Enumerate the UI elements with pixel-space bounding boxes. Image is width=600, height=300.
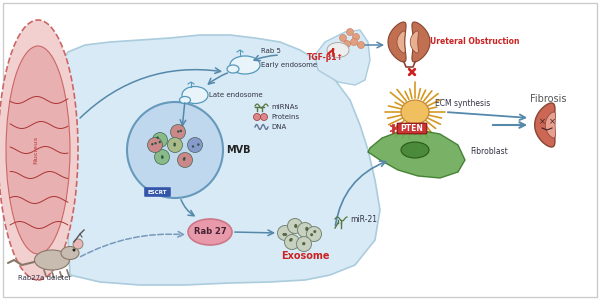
- Polygon shape: [545, 112, 556, 138]
- Circle shape: [347, 28, 353, 35]
- Circle shape: [358, 41, 365, 49]
- Ellipse shape: [0, 20, 78, 280]
- Circle shape: [152, 133, 167, 148]
- Text: Rab27a deleter: Rab27a deleter: [19, 275, 71, 281]
- Circle shape: [154, 142, 157, 145]
- Ellipse shape: [179, 97, 191, 104]
- FancyBboxPatch shape: [3, 3, 597, 297]
- Circle shape: [289, 239, 292, 242]
- Text: Rab 5: Rab 5: [261, 48, 281, 54]
- Polygon shape: [315, 30, 370, 85]
- Text: ESCRT: ESCRT: [148, 190, 167, 194]
- Ellipse shape: [188, 219, 232, 245]
- Text: ECM synthesis: ECM synthesis: [435, 100, 490, 109]
- Polygon shape: [397, 31, 405, 53]
- Text: Exosome: Exosome: [281, 251, 329, 261]
- FancyBboxPatch shape: [144, 187, 171, 197]
- Circle shape: [73, 248, 76, 251]
- Ellipse shape: [35, 250, 70, 270]
- Circle shape: [161, 156, 164, 159]
- Circle shape: [296, 236, 311, 251]
- Circle shape: [298, 223, 313, 238]
- Circle shape: [284, 235, 299, 250]
- Circle shape: [313, 230, 316, 233]
- Ellipse shape: [182, 86, 208, 103]
- Circle shape: [353, 34, 359, 40]
- Circle shape: [284, 233, 287, 236]
- Circle shape: [295, 225, 298, 228]
- Circle shape: [307, 226, 322, 242]
- Circle shape: [127, 102, 223, 198]
- Circle shape: [290, 238, 293, 241]
- Circle shape: [283, 233, 286, 236]
- Circle shape: [179, 130, 182, 132]
- Circle shape: [192, 145, 194, 148]
- Circle shape: [161, 155, 163, 158]
- Circle shape: [287, 218, 302, 233]
- Circle shape: [302, 242, 305, 245]
- Circle shape: [73, 239, 83, 249]
- Circle shape: [173, 144, 176, 146]
- Text: TGF-β1↑: TGF-β1↑: [307, 53, 343, 62]
- Polygon shape: [368, 130, 465, 178]
- Circle shape: [155, 149, 170, 164]
- Circle shape: [254, 113, 260, 121]
- Text: Late endosome: Late endosome: [209, 92, 263, 98]
- Circle shape: [170, 124, 185, 140]
- Circle shape: [178, 152, 193, 167]
- Text: DNA: DNA: [271, 124, 286, 130]
- Circle shape: [305, 227, 308, 230]
- Ellipse shape: [61, 247, 79, 260]
- Text: miRNAs: miRNAs: [271, 104, 298, 110]
- Circle shape: [294, 224, 297, 227]
- Text: Rab 27: Rab 27: [194, 227, 226, 236]
- Polygon shape: [410, 31, 418, 53]
- Text: Proteins: Proteins: [271, 114, 299, 120]
- Ellipse shape: [401, 142, 429, 158]
- Ellipse shape: [230, 56, 260, 74]
- Text: ×: ×: [539, 118, 545, 127]
- Circle shape: [197, 143, 200, 146]
- Circle shape: [310, 233, 313, 236]
- Polygon shape: [388, 22, 406, 62]
- Circle shape: [260, 113, 268, 121]
- Polygon shape: [60, 35, 380, 285]
- Circle shape: [183, 157, 185, 160]
- Circle shape: [302, 242, 305, 245]
- Circle shape: [187, 137, 203, 152]
- Circle shape: [157, 136, 159, 139]
- Ellipse shape: [401, 100, 429, 124]
- Ellipse shape: [327, 43, 349, 58]
- Text: Nucleus: Nucleus: [34, 136, 38, 164]
- Text: PTEN: PTEN: [401, 124, 424, 133]
- Text: Fibrosis: Fibrosis: [530, 94, 566, 104]
- Text: miR-21: miR-21: [350, 215, 377, 224]
- Circle shape: [158, 141, 161, 143]
- Polygon shape: [535, 103, 555, 147]
- Circle shape: [305, 228, 308, 231]
- Circle shape: [151, 143, 154, 146]
- Circle shape: [148, 137, 163, 152]
- Circle shape: [177, 130, 179, 133]
- Ellipse shape: [6, 46, 70, 254]
- Text: ×: ×: [548, 118, 556, 127]
- Circle shape: [167, 137, 182, 152]
- Circle shape: [350, 38, 358, 46]
- Circle shape: [183, 158, 185, 161]
- Circle shape: [343, 40, 350, 47]
- Ellipse shape: [227, 65, 239, 73]
- Circle shape: [340, 34, 347, 41]
- FancyBboxPatch shape: [397, 123, 427, 134]
- Circle shape: [173, 142, 176, 145]
- Circle shape: [277, 226, 293, 241]
- Text: Fibroblast: Fibroblast: [470, 148, 508, 157]
- Text: Early endosome: Early endosome: [261, 62, 317, 68]
- Text: Ureteral Obstruction: Ureteral Obstruction: [430, 38, 520, 46]
- Text: MVB: MVB: [226, 145, 251, 155]
- Polygon shape: [412, 22, 430, 62]
